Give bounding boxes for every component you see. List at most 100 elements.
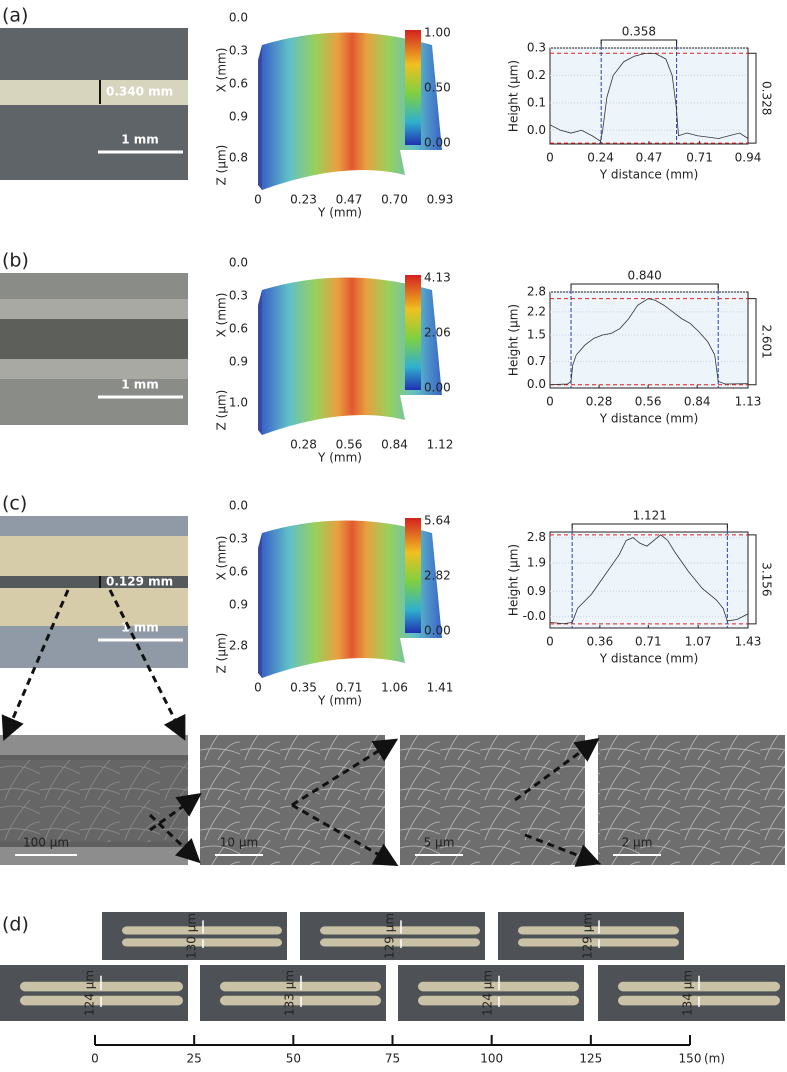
scale-bar-label: 1 mm (121, 133, 159, 147)
axis-tick-label: 0.6 (229, 77, 248, 91)
axis-title: X (mm) (215, 48, 229, 93)
surface-side (258, 290, 262, 435)
gap-strip (0, 576, 188, 588)
colorbar-label: 5.64 (424, 514, 451, 528)
scale-bar-label: 1 mm (121, 378, 159, 392)
sem-image (598, 735, 785, 865)
line-photo (200, 965, 386, 1021)
x-tick-label: 0 (546, 395, 554, 409)
scale-bar-label: 2 μm (622, 836, 653, 850)
line-strip (0, 359, 188, 379)
y-tick-label: 1.5 (527, 328, 546, 342)
gap-label: 129 μm (581, 913, 595, 959)
axis-title: X (mm) (215, 536, 229, 581)
line-strip (0, 319, 188, 359)
axis-tick-label: 1.06 (381, 681, 408, 695)
sem-image (200, 735, 385, 865)
y-axis-title: Height (μm) (507, 544, 521, 616)
axis-tick-label: 0.70 (381, 193, 408, 207)
axis-tick-label: 0.3 (229, 289, 248, 303)
height-label: 2.601 (760, 324, 774, 358)
x-tick-label: 0.94 (735, 151, 762, 165)
x-tick-label: 0.36 (586, 635, 613, 649)
x-tick-label: 0 (546, 635, 554, 649)
height-bracket (748, 52, 757, 144)
x-tick-label: 0.24 (587, 151, 614, 165)
axis-tick-label: 0.9 (229, 110, 248, 124)
line-strip (0, 299, 188, 319)
x-tick-label: 1.43 (735, 635, 762, 649)
colorbar-label: 0.00 (424, 381, 451, 395)
axis-tick-label: 0.6 (229, 565, 248, 579)
x-tick-label: 1.07 (685, 635, 712, 649)
y-tick-label: 0.1 (527, 95, 546, 109)
y-tick-label: 0.9 (527, 584, 546, 598)
axis-tick-label: 2.8 (229, 639, 248, 653)
panel-label: (b) (2, 250, 29, 272)
distance-unit: (m) (704, 1052, 725, 1066)
y-tick-label: 2.2 (527, 304, 546, 318)
line-strip (122, 926, 282, 935)
line-photo (102, 912, 287, 960)
axis-tick-label: 0.0 (229, 11, 248, 25)
axis-tick-label: 0.71 (336, 681, 363, 695)
axis-title: Y (mm) (317, 451, 362, 465)
line-photo (0, 965, 188, 1021)
line-photo (300, 912, 485, 960)
axis-tick-label: 0.28 (290, 438, 317, 452)
axis-tick-label: 0 (254, 681, 262, 695)
plot-area (549, 531, 749, 629)
gap-label: 124 μm (481, 970, 495, 1016)
axis-tick-label: 0.3 (229, 44, 248, 58)
distance-tick-label: 125 (579, 1052, 602, 1066)
axis-title: Y (mm) (317, 206, 362, 220)
line-strip (320, 926, 480, 935)
x-tick-label: 0.56 (635, 395, 662, 409)
width-label: 0.358 (622, 25, 656, 39)
gap-label: 133 μm (283, 970, 297, 1016)
line-photo (398, 965, 584, 1021)
distance-tick-label: 50 (286, 1052, 301, 1066)
sem-texture (0, 760, 188, 842)
profile-line (549, 298, 749, 386)
y-axis-title: Height (μm) (507, 304, 521, 376)
distance-tick-label: 25 (187, 1052, 202, 1066)
gap-label: 129 μm (383, 913, 397, 959)
axis-tick-label: 0.23 (290, 193, 317, 207)
y-tick-label: 0.0 (527, 123, 546, 137)
axis-tick-label: 0.3 (229, 532, 248, 546)
scale-bar-label: 5 μm (424, 836, 455, 850)
axis-title: Y (mm) (317, 694, 362, 708)
y-tick-label: 2.8 (527, 285, 546, 299)
y-tick-label: 0.0 (527, 377, 546, 391)
line-photo (498, 912, 684, 960)
height-bracket (748, 298, 757, 386)
y-tick-label: 1.9 (527, 556, 546, 570)
distance-tick-label: 150 (679, 1052, 702, 1066)
axis-title: X (mm) (215, 293, 229, 338)
surface (262, 520, 442, 678)
axis-tick-label: 0.6 (229, 322, 248, 336)
y-tick-label: 2.8 (527, 530, 546, 544)
height-label: 0.328 (760, 81, 774, 115)
axis-tick-label: 0 (254, 193, 262, 207)
axis-tick-label: 0.8 (229, 151, 248, 165)
surface (262, 277, 442, 435)
axis-tick-label: 1.41 (427, 681, 454, 695)
colorbar (405, 275, 421, 390)
axis-tick-label: 0.84 (381, 438, 408, 452)
colorbar-label: 2.82 (424, 569, 451, 583)
line-strip (320, 938, 480, 947)
x-tick-label: 0.47 (636, 151, 663, 165)
colorbar-label: 0.00 (424, 624, 451, 638)
colorbar-label: 0.50 (424, 81, 451, 95)
colorbar-label: 1.00 (424, 26, 451, 40)
axis-tick-label: 0.9 (229, 355, 248, 369)
line-strip (0, 588, 188, 626)
panel-label: (d) (2, 914, 29, 936)
colorbar-label: 4.13 (424, 271, 451, 285)
distance-tick-label: 0 (91, 1052, 99, 1066)
gap-label: 134 μm (681, 970, 695, 1016)
profile-line (549, 53, 749, 142)
